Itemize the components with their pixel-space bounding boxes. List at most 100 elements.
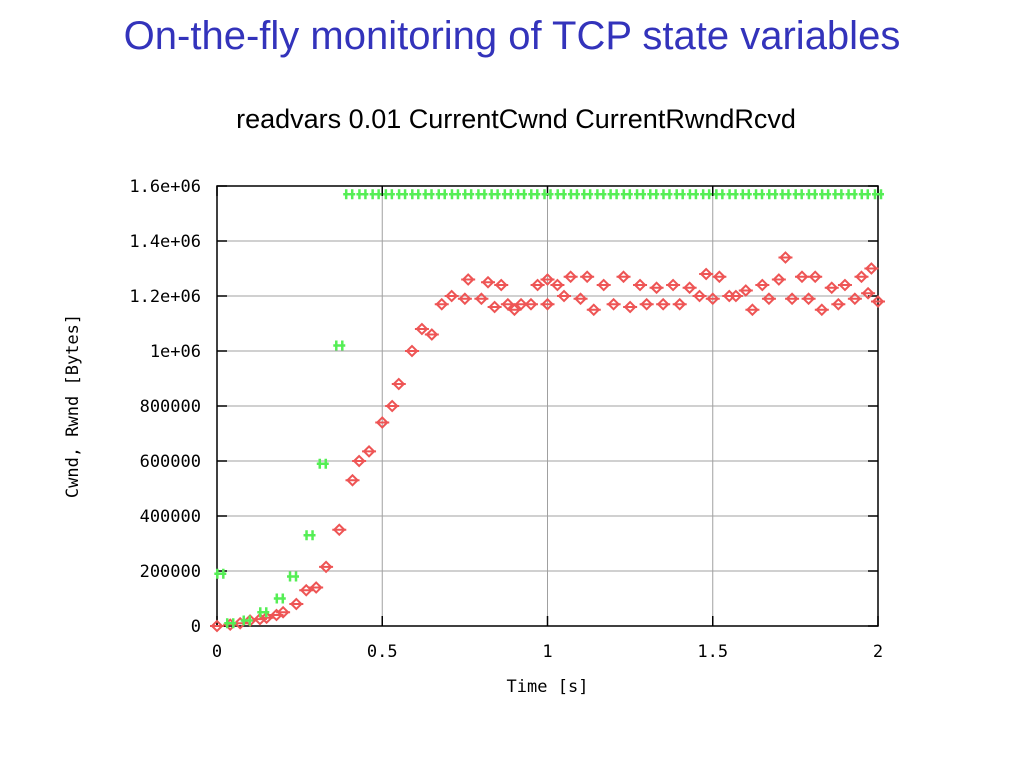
data-point-bar [414,328,429,330]
data-point [567,189,580,200]
data-point-bar [210,625,224,627]
data-point [832,189,845,200]
data-point-bar [649,286,664,289]
data-point [257,607,270,618]
data-point-bar [808,275,823,278]
data-point-bar [692,295,707,297]
series-1-points [214,189,884,629]
data-point-bar [596,284,611,286]
data-point-bar [259,616,274,619]
data-point-bar [861,292,876,295]
data-point-bar [771,278,786,281]
data-point-bar [289,603,304,605]
data-point [845,189,858,200]
data-point [673,189,686,200]
data-point [739,189,752,200]
data-point-bar [778,256,793,259]
data-point-bar [705,297,720,300]
data-point [686,189,699,200]
data-point [660,189,673,200]
data-point [396,189,409,200]
y-tick-label: 800000 [140,397,201,417]
x-tick-label: 2 [873,642,883,662]
data-point [515,189,528,200]
data-point [528,189,541,200]
data-point-bar [738,289,753,292]
series-0-points [210,251,885,633]
data-point-bar [580,275,595,278]
data-point [634,189,647,200]
y-tick-label: 1.6e+06 [129,177,201,197]
data-point-bar [494,284,509,286]
data-point-bar [523,303,538,306]
grid-lines [216,185,879,627]
data-point [819,189,832,200]
data-point-bar [639,303,654,306]
data-point-bar [385,405,400,407]
data-point [224,618,237,629]
data-point [581,189,594,200]
y-axis-label: Cwnd, Rwnd [Bytes] [63,314,83,498]
data-point-bar [457,297,472,300]
data-point [607,189,620,200]
data-point [303,530,316,541]
y-tick-label: 600000 [140,452,201,472]
data-point [792,189,805,200]
data-point [713,189,726,200]
data-point [356,189,369,200]
data-point [422,189,435,200]
data-point-bar [375,421,390,424]
y-tick-label: 400000 [140,507,201,527]
data-point [214,568,227,579]
data-point-bar [269,614,284,616]
data-point-bar [672,303,687,306]
x-axis-label: Time [s] [507,677,589,697]
data-point-bar [352,460,367,462]
data-point [541,189,554,200]
data-point-bar [434,303,449,306]
data-point [287,571,300,582]
data-point-bar [507,308,522,311]
data-point [273,593,286,604]
data-point-bar [487,306,502,308]
data-point-bar [223,623,238,626]
data-point-bar [362,450,377,453]
data-series [210,189,885,633]
data-point-bar [699,273,714,275]
y-tick-label: 200000 [140,562,201,582]
data-point [779,189,792,200]
data-point-bar [424,333,439,336]
data-point-bar [557,295,572,297]
data-point-bar [633,284,648,286]
data-point-bar [837,284,852,286]
y-tick-label: 1.4e+06 [129,232,201,252]
data-point-bar [540,278,555,281]
data-point-bar [514,303,529,306]
data-point [316,458,329,469]
data-point [475,189,488,200]
data-point [620,189,633,200]
data-point-bar [864,267,879,270]
data-point-bar [814,308,829,311]
data-point [333,340,346,351]
data-point-bar [474,297,489,300]
data-point-bar [573,297,588,300]
data-point-bar [461,278,476,281]
data-point-bar [854,275,869,278]
data-point-bar [785,297,800,300]
data-point [382,189,395,200]
data-point [647,189,660,200]
data-point-bar [540,303,555,306]
data-point [462,189,475,200]
data-point [448,189,461,200]
data-point-bar [755,284,770,286]
data-point [554,189,567,200]
data-point [726,189,739,200]
data-point-bar [623,306,638,308]
slide-subtitle: readvars 0.01 CurrentCwnd CurrentRwndRcv… [236,104,796,134]
data-point [343,189,356,200]
x-tick-label: 0 [212,642,222,662]
data-point-bar [656,303,671,306]
data-point-bar [332,528,347,531]
